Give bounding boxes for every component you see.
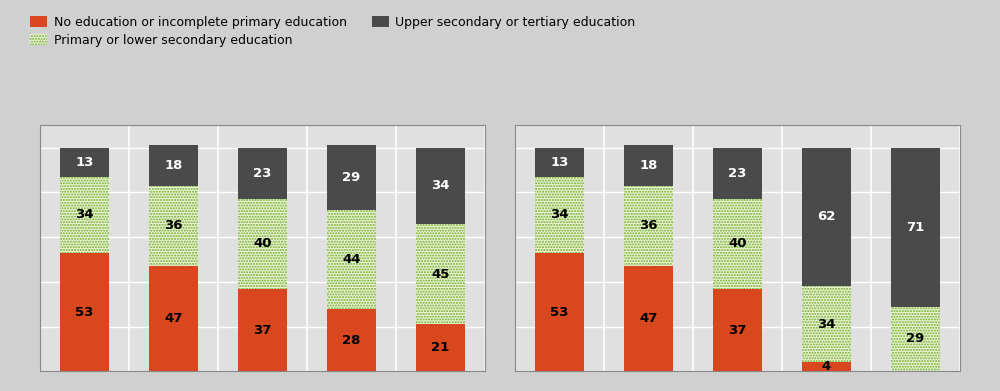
Text: 21: 21 [431,341,450,354]
Bar [802,362,851,371]
Bar [624,145,673,186]
Text: 40: 40 [253,237,272,250]
Bar [535,253,584,371]
Bar [60,177,109,253]
Text: 36: 36 [639,219,658,232]
Text: 71: 71 [906,221,925,233]
Bar [60,253,109,371]
Bar [149,145,198,186]
Text: 53: 53 [550,306,569,319]
Bar [624,266,673,371]
Text: 29: 29 [342,171,361,184]
Bar [802,147,851,286]
Bar [327,210,376,309]
Legend: No education or incomplete primary education, Primary or lower secondary educati: No education or incomplete primary educa… [26,12,639,50]
Text: 53: 53 [75,306,94,319]
Text: 23: 23 [728,167,747,180]
Text: 34: 34 [817,318,836,331]
Bar [238,199,287,289]
Bar [891,147,940,307]
Bar [238,147,287,199]
Bar [416,147,465,224]
Text: 13: 13 [75,156,94,169]
Text: 36: 36 [164,219,183,232]
Text: 23: 23 [253,167,272,180]
Bar [238,289,287,371]
Bar [713,147,762,199]
Text: 13: 13 [550,156,569,169]
Bar [416,224,465,325]
Bar [327,309,376,371]
Bar [60,147,109,177]
Text: 18: 18 [639,159,658,172]
Bar [149,186,198,266]
Text: 37: 37 [253,323,272,337]
Text: 44: 44 [342,253,361,266]
Text: 18: 18 [164,159,183,172]
Bar [535,147,584,177]
Bar [535,177,584,253]
Bar [149,266,198,371]
Text: 4: 4 [822,361,831,373]
Bar [327,145,376,210]
Text: 28: 28 [342,334,361,346]
Bar [713,199,762,289]
Text: 45: 45 [431,267,450,280]
Text: 29: 29 [906,332,925,346]
Bar [624,186,673,266]
Bar [416,325,465,371]
Text: 62: 62 [817,210,836,223]
Text: 47: 47 [164,312,183,325]
Text: 34: 34 [550,208,569,221]
Text: 37: 37 [728,323,747,337]
Text: 34: 34 [431,179,450,192]
Bar [891,307,940,371]
Text: 34: 34 [75,208,94,221]
Bar [713,289,762,371]
Bar [802,286,851,362]
Text: 47: 47 [639,312,658,325]
Text: 40: 40 [728,237,747,250]
